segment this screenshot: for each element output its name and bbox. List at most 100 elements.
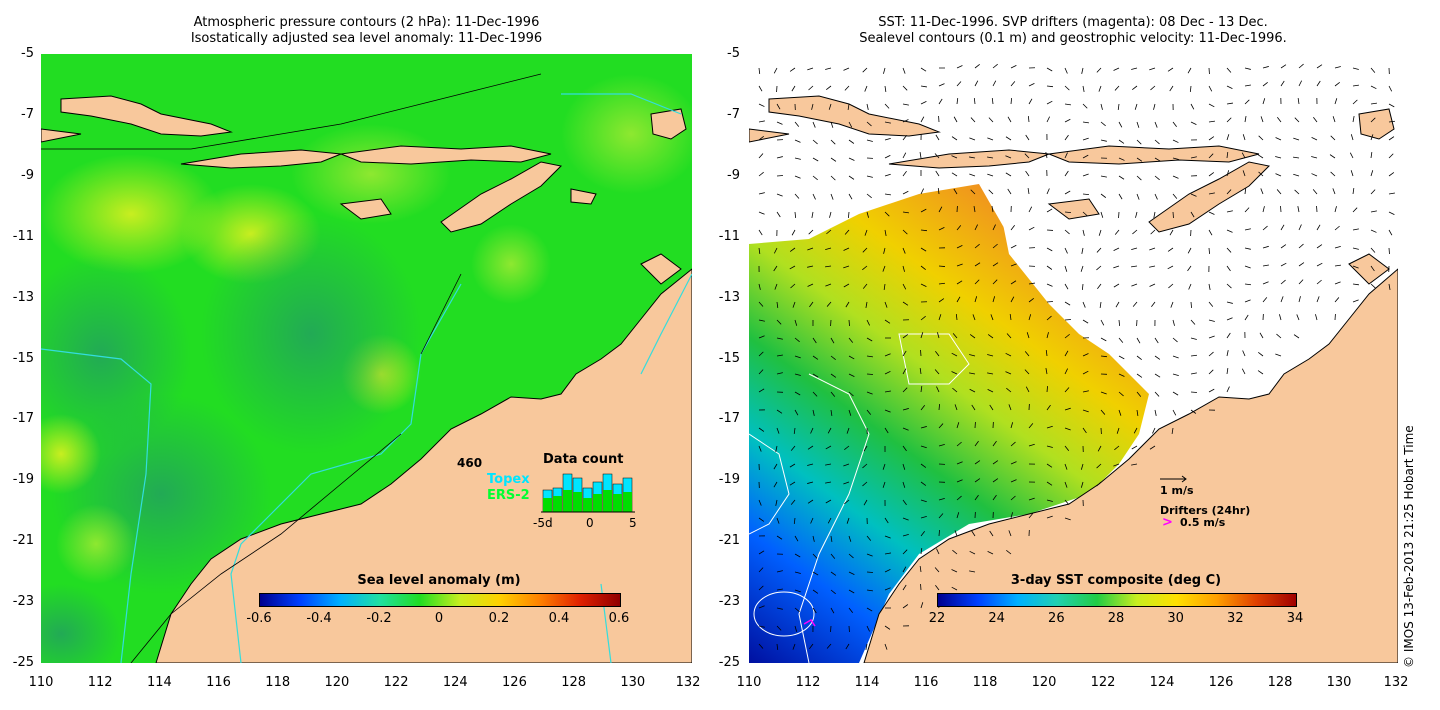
velocity-arrow bbox=[1208, 283, 1211, 290]
x-tick-label: 122 bbox=[1090, 675, 1116, 690]
velocity-arrow bbox=[991, 97, 994, 105]
velocity-arrow bbox=[1132, 301, 1138, 307]
velocity-arrow bbox=[789, 247, 796, 252]
velocity-arrow bbox=[826, 643, 832, 649]
velocity-arrow bbox=[1208, 192, 1215, 195]
velocity-arrow bbox=[1136, 337, 1141, 344]
colorbar-tick-label: 0.4 bbox=[548, 611, 570, 626]
drifter-scale-symbol: > bbox=[1162, 515, 1173, 530]
velocity-arrow bbox=[883, 283, 886, 290]
velocity-arrow bbox=[789, 265, 796, 270]
velocity-arrow bbox=[1118, 319, 1121, 327]
velocity-arrow bbox=[1046, 67, 1053, 72]
velocity-arrow bbox=[902, 283, 907, 290]
velocity-arrow bbox=[1117, 103, 1120, 111]
velocity-arrow bbox=[1311, 137, 1318, 141]
velocity-arrow bbox=[992, 63, 998, 69]
sea-level-anomaly-map bbox=[41, 54, 692, 663]
velocity-arrow bbox=[1244, 84, 1251, 87]
velocity-arrow bbox=[1046, 100, 1053, 105]
velocity-arrow bbox=[812, 175, 818, 181]
velocity-arrow bbox=[1064, 211, 1072, 213]
velocity-arrow bbox=[775, 499, 778, 506]
y-tick-label: -11 bbox=[718, 228, 740, 244]
velocity-arrow bbox=[1168, 283, 1174, 289]
velocity-arrow bbox=[1172, 193, 1178, 199]
velocity-arrow bbox=[848, 589, 855, 594]
velocity-arrow bbox=[1028, 513, 1034, 519]
velocity-arrow bbox=[1010, 244, 1017, 249]
velocity-arrow bbox=[974, 243, 980, 249]
velocity-arrow bbox=[775, 445, 778, 452]
velocity-arrow bbox=[882, 481, 886, 488]
velocity-arrow bbox=[1010, 441, 1016, 447]
velocity-arrow bbox=[1027, 188, 1030, 195]
velocity-arrow bbox=[884, 552, 891, 555]
velocity-arrow bbox=[1113, 67, 1120, 71]
velocity-arrow bbox=[789, 67, 796, 72]
velocity-arrow bbox=[1190, 301, 1192, 309]
velocity-arrow bbox=[920, 547, 923, 555]
velocity-arrow bbox=[1046, 332, 1049, 339]
velocity-arrow bbox=[794, 535, 799, 542]
velocity-arrow bbox=[1334, 82, 1340, 87]
velocity-arrow bbox=[1370, 265, 1375, 272]
velocity-arrow bbox=[1082, 427, 1087, 434]
velocity-arrow bbox=[1293, 156, 1300, 159]
velocity-scale-label: 1 m/s bbox=[1160, 484, 1194, 497]
velocity-arrow bbox=[1388, 192, 1395, 195]
velocity-arrow bbox=[1006, 333, 1012, 339]
velocity-arrow bbox=[987, 156, 994, 159]
ers2-count-bar bbox=[563, 490, 572, 512]
velocity-arrow bbox=[1081, 283, 1084, 291]
velocity-arrow bbox=[987, 173, 994, 177]
ers2-count-bar bbox=[543, 498, 552, 512]
velocity-arrow bbox=[758, 153, 764, 159]
velocity-arrow bbox=[848, 337, 854, 343]
velocity-arrow bbox=[866, 571, 874, 573]
velocity-arrow bbox=[1352, 207, 1358, 213]
velocity-arrow bbox=[920, 445, 927, 449]
velocity-arrow bbox=[1096, 247, 1102, 253]
velocity-arrow bbox=[1260, 188, 1264, 195]
velocity-arrow bbox=[830, 193, 834, 200]
velocity-arrow bbox=[969, 570, 976, 573]
velocity-arrow bbox=[1257, 370, 1264, 375]
velocity-arrow bbox=[1388, 283, 1391, 290]
velocity-arrow bbox=[920, 208, 927, 213]
velocity-arrow bbox=[936, 386, 940, 393]
velocity-arrow bbox=[1334, 281, 1341, 285]
velocity-arrow bbox=[935, 170, 940, 177]
velocity-arrow bbox=[758, 247, 761, 254]
velocity-arrow bbox=[974, 440, 979, 447]
velocity-arrow bbox=[989, 530, 994, 537]
velocity-arrow bbox=[971, 404, 976, 411]
velocity-arrow bbox=[1370, 229, 1377, 233]
velocity-arrow bbox=[776, 588, 783, 591]
velocity-arrow bbox=[902, 481, 906, 488]
data-count-tick-end: 5 bbox=[629, 516, 637, 530]
velocity-arrow bbox=[1316, 224, 1321, 231]
velocity-arrow bbox=[848, 319, 850, 327]
velocity-arrow bbox=[1370, 85, 1377, 90]
velocity-arrow bbox=[1064, 170, 1069, 177]
velocity-arrow bbox=[1114, 445, 1120, 451]
velocity-arrow bbox=[776, 625, 782, 631]
velocity-arrow bbox=[1113, 247, 1120, 251]
velocity-arrow bbox=[758, 567, 764, 573]
velocity-arrow bbox=[1262, 225, 1268, 231]
velocity-arrow bbox=[1136, 121, 1140, 128]
velocity-arrow bbox=[845, 301, 850, 308]
ers2-count-bar bbox=[603, 490, 612, 512]
velocity-arrow bbox=[1025, 386, 1030, 393]
velocity-arrow bbox=[969, 372, 976, 375]
velocity-arrow bbox=[1226, 134, 1230, 141]
velocity-arrow bbox=[1154, 409, 1157, 416]
velocity-arrow bbox=[951, 172, 958, 177]
sst-data-region bbox=[749, 184, 1149, 663]
velocity-arrow bbox=[1064, 445, 1070, 451]
velocity-arrow bbox=[1082, 154, 1089, 159]
velocity-arrow bbox=[1100, 211, 1104, 218]
velocity-arrow bbox=[1208, 388, 1215, 393]
velocity-arrow bbox=[758, 351, 764, 357]
